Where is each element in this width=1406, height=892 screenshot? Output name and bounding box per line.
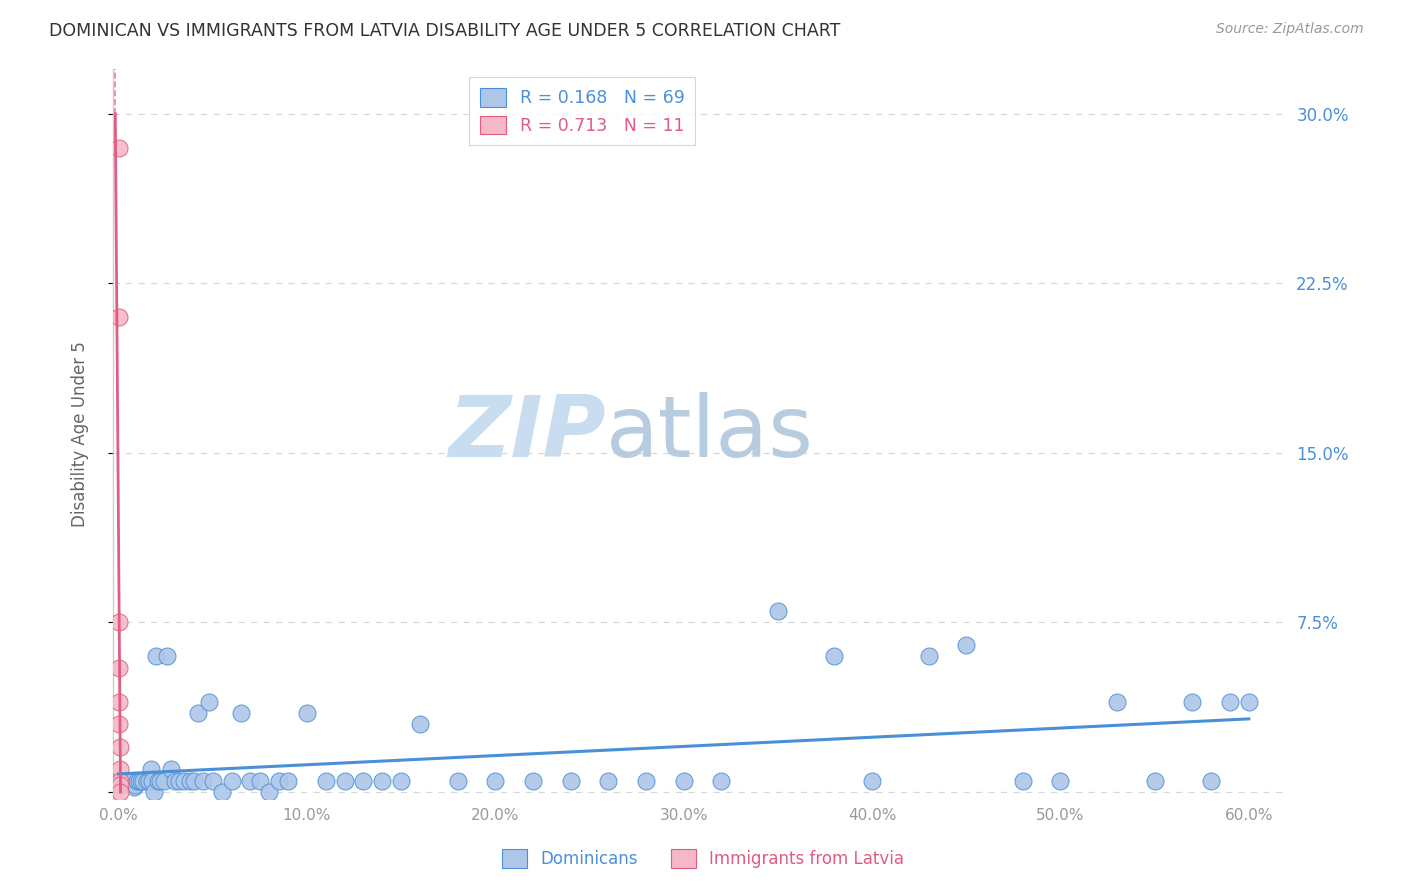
Point bbox=[110, 763, 132, 777]
Point bbox=[389, 773, 412, 788]
Point bbox=[917, 649, 939, 664]
Point bbox=[141, 773, 163, 788]
Point bbox=[118, 773, 141, 788]
Point bbox=[1219, 694, 1241, 708]
Point bbox=[672, 773, 695, 788]
Point bbox=[107, 141, 129, 155]
Point bbox=[107, 310, 129, 325]
Point bbox=[1181, 694, 1204, 708]
Point bbox=[193, 773, 215, 788]
Point bbox=[110, 785, 132, 799]
Y-axis label: Disability Age Under 5: Disability Age Under 5 bbox=[72, 341, 89, 526]
Point bbox=[371, 773, 394, 788]
Point bbox=[110, 739, 132, 754]
Point bbox=[145, 649, 167, 664]
Point bbox=[522, 773, 544, 788]
Point bbox=[823, 649, 845, 664]
Point bbox=[198, 694, 221, 708]
Point bbox=[229, 706, 252, 720]
Point bbox=[117, 773, 139, 788]
Point bbox=[1143, 773, 1166, 788]
Point bbox=[1199, 773, 1222, 788]
Point bbox=[138, 773, 160, 788]
Point bbox=[128, 773, 150, 788]
Point bbox=[107, 717, 129, 731]
Point bbox=[267, 773, 290, 788]
Point bbox=[409, 717, 432, 731]
Point bbox=[127, 773, 149, 788]
Point bbox=[179, 773, 201, 788]
Point bbox=[1237, 694, 1260, 708]
Legend: Dominicans, Immigrants from Latvia: Dominicans, Immigrants from Latvia bbox=[495, 843, 911, 875]
Point bbox=[333, 773, 356, 788]
Point bbox=[201, 773, 224, 788]
Point bbox=[277, 773, 299, 788]
Point bbox=[955, 638, 977, 652]
Point bbox=[163, 773, 186, 788]
Point bbox=[110, 773, 132, 788]
Point bbox=[315, 773, 337, 788]
Point bbox=[860, 773, 883, 788]
Point bbox=[211, 785, 233, 799]
Point bbox=[124, 778, 146, 792]
Point bbox=[187, 706, 209, 720]
Point bbox=[135, 773, 157, 788]
Legend: R = 0.168   N = 69, R = 0.713   N = 11: R = 0.168 N = 69, R = 0.713 N = 11 bbox=[470, 78, 695, 145]
Point bbox=[257, 785, 280, 799]
Point bbox=[352, 773, 374, 788]
Point bbox=[122, 780, 145, 795]
Point bbox=[484, 773, 506, 788]
Text: atlas: atlas bbox=[606, 392, 814, 475]
Point bbox=[149, 773, 172, 788]
Point bbox=[143, 785, 166, 799]
Point bbox=[107, 694, 129, 708]
Point bbox=[598, 773, 620, 788]
Point bbox=[1011, 773, 1033, 788]
Point bbox=[239, 773, 262, 788]
Text: DOMINICAN VS IMMIGRANTS FROM LATVIA DISABILITY AGE UNDER 5 CORRELATION CHART: DOMINICAN VS IMMIGRANTS FROM LATVIA DISA… bbox=[49, 22, 841, 40]
Point bbox=[249, 773, 271, 788]
Point bbox=[121, 773, 143, 788]
Point bbox=[107, 660, 129, 674]
Point bbox=[183, 773, 205, 788]
Point bbox=[112, 773, 135, 788]
Point bbox=[110, 778, 132, 792]
Point bbox=[129, 773, 152, 788]
Point bbox=[446, 773, 468, 788]
Point bbox=[115, 773, 138, 788]
Point bbox=[173, 773, 195, 788]
Point bbox=[1049, 773, 1071, 788]
Point bbox=[1105, 694, 1128, 708]
Point bbox=[152, 773, 174, 788]
Point bbox=[560, 773, 582, 788]
Point bbox=[156, 649, 179, 664]
Point bbox=[110, 773, 132, 788]
Point bbox=[146, 773, 169, 788]
Point bbox=[634, 773, 657, 788]
Point bbox=[710, 773, 733, 788]
Point bbox=[107, 615, 129, 630]
Point bbox=[139, 763, 162, 777]
Text: Source: ZipAtlas.com: Source: ZipAtlas.com bbox=[1216, 22, 1364, 37]
Point bbox=[167, 773, 190, 788]
Point bbox=[160, 763, 183, 777]
Point bbox=[766, 604, 789, 618]
Point bbox=[111, 773, 134, 788]
Text: ZIP: ZIP bbox=[449, 392, 606, 475]
Point bbox=[295, 706, 318, 720]
Point bbox=[132, 773, 155, 788]
Point bbox=[221, 773, 243, 788]
